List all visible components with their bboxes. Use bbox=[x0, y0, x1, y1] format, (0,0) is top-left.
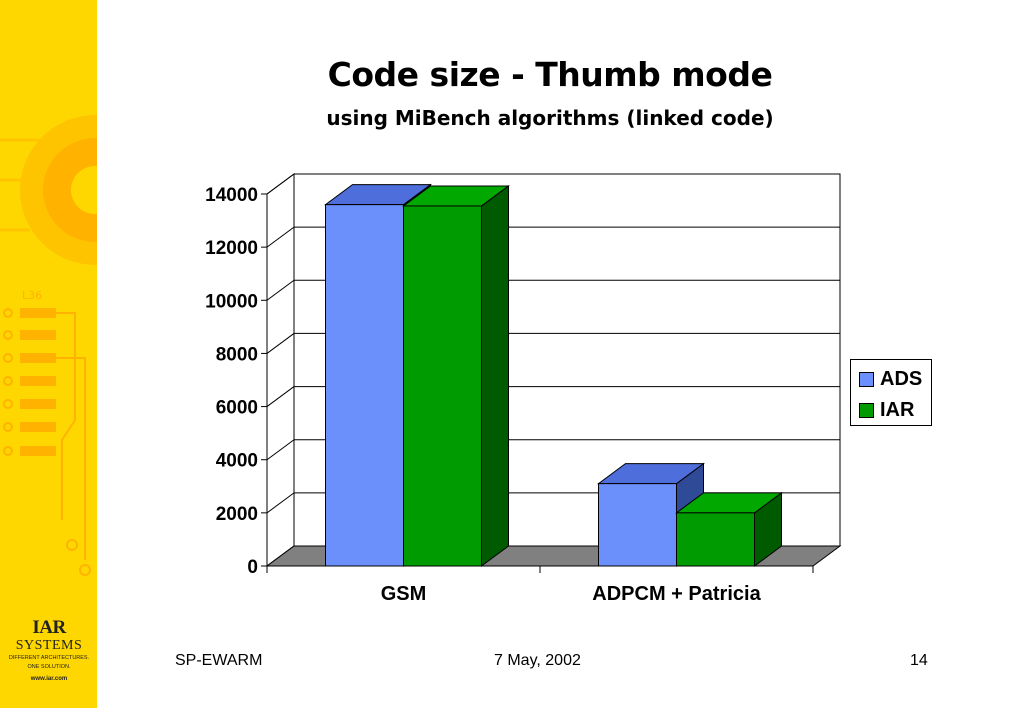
legend-swatch-iar bbox=[859, 402, 874, 418]
svg-text:L36: L36 bbox=[22, 289, 42, 302]
gridline-side bbox=[266, 386, 295, 407]
bar-iar-1 bbox=[676, 512, 755, 567]
footer-page-number: 14 bbox=[910, 652, 928, 669]
company-logo: IAR SYSTEMS DIFFERENT ARCHITECTURES. ONE… bbox=[4, 617, 94, 683]
y-tick-label: 4000 bbox=[216, 451, 258, 472]
logo-brand-systems: SYSTEMS bbox=[15, 638, 83, 653]
legend-item-iar: IAR bbox=[859, 398, 914, 422]
y-tick-label: 6000 bbox=[216, 398, 258, 419]
gridline-side bbox=[266, 279, 295, 301]
gridline-side bbox=[266, 173, 295, 195]
y-tick-label: 2000 bbox=[216, 504, 258, 525]
bar-side-iar-0 bbox=[481, 184, 509, 567]
chart-side-wall bbox=[266, 173, 295, 567]
chart-legend: ADS IAR bbox=[850, 359, 932, 426]
gridline-side bbox=[266, 492, 295, 514]
gridline-side bbox=[266, 333, 295, 354]
x-category-label: GSM bbox=[381, 583, 427, 605]
logo-brand: IAR bbox=[32, 617, 66, 638]
y-tick-label: 14000 bbox=[205, 185, 258, 206]
logo-tagline-1: DIFFERENT ARCHITECTURES. bbox=[8, 655, 90, 661]
y-tick-label: 0 bbox=[247, 557, 258, 578]
bar-ads-1 bbox=[598, 483, 677, 567]
circuit-decoration: L36 bbox=[0, 115, 97, 576]
legend-swatch-ads bbox=[859, 371, 874, 387]
slide-title: Code size - Thumb mode bbox=[327, 55, 773, 94]
logo-website: www.iar.com bbox=[30, 676, 68, 682]
x-category-label: ADPCM + Patricia bbox=[592, 583, 761, 605]
footer-date: 7 May, 2002 bbox=[494, 652, 581, 669]
legend-label-iar: IAR bbox=[880, 398, 915, 421]
y-tick-label: 12000 bbox=[205, 238, 258, 259]
bar-iar-0 bbox=[403, 205, 482, 567]
y-tick-label: 8000 bbox=[216, 344, 258, 365]
y-tick-label: 10000 bbox=[205, 291, 258, 312]
slide-subtitle: using MiBench algorithms (linked code) bbox=[326, 106, 774, 130]
gridline-side bbox=[266, 439, 295, 461]
bar-ads-0 bbox=[325, 204, 404, 567]
sidebar-decoration: L36 IAR SYSTEMS DIFFERENT ARCHITECTURES.… bbox=[0, 0, 97, 708]
legend-item-ads: ADS bbox=[859, 367, 922, 391]
legend-label-ads: ADS bbox=[880, 367, 923, 390]
footer-left: SP-EWARM bbox=[175, 652, 263, 669]
logo-tagline-2: ONE SOLUTION. bbox=[27, 663, 71, 670]
gridline-side bbox=[266, 226, 295, 248]
